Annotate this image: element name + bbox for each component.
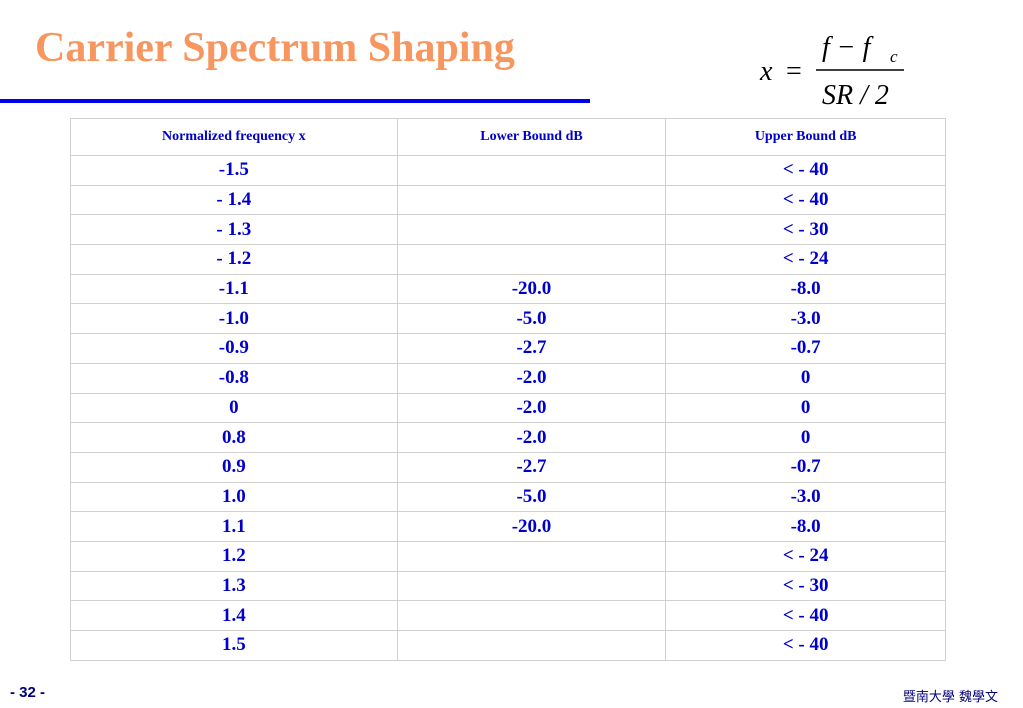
- table-cell: 1.0: [70, 481, 398, 513]
- table-cell: - 1.3: [70, 214, 398, 246]
- table-cell: -2.0: [396, 362, 667, 394]
- table-cell: -3.0: [665, 303, 946, 335]
- table-cell: [396, 540, 667, 572]
- table-cell: -20.0: [396, 511, 667, 542]
- table-cell: < - 40: [665, 630, 946, 661]
- formula-eq: =: [786, 56, 802, 87]
- author: 暨南大學 魏學文: [902, 690, 998, 705]
- table-cell: -0.8: [70, 362, 398, 394]
- table-cell: -20.0: [396, 273, 667, 305]
- table-cell: -2.7: [396, 333, 667, 364]
- table-row: -1.1 -20.0 -8.0: [70, 273, 946, 305]
- table-cell: 0.9: [70, 451, 398, 483]
- table-cell: [396, 155, 667, 186]
- column-header: Upper Bound dB: [665, 118, 946, 156]
- table-row: 1.3 < - 30: [70, 570, 946, 602]
- table-cell: 1.5: [70, 630, 398, 661]
- table-cell: [396, 600, 667, 631]
- table-row: 1.0 -5.0 -3.0: [70, 481, 946, 513]
- table-cell: 0.8: [70, 422, 398, 453]
- table-cell: [396, 184, 667, 216]
- table-cell: - 1.4: [70, 184, 398, 216]
- table-cell: [396, 570, 667, 602]
- table-cell: 1.4: [70, 600, 398, 631]
- table-row: -1.0 -5.0 -3.0: [70, 303, 946, 335]
- table-cell: < - 24: [665, 540, 946, 572]
- table-cell: -5.0: [396, 481, 667, 513]
- table-cell: -8.0: [665, 511, 946, 542]
- column-header: Normalized frequency x: [70, 118, 398, 156]
- table-row: 0 -2.0 0: [70, 392, 946, 424]
- table-cell: -3.0: [665, 481, 946, 513]
- table-cell: -0.7: [665, 333, 946, 364]
- column-header: Lower Bound dB: [396, 118, 667, 156]
- table-row: -0.9 -2.7 -0.7: [70, 333, 946, 364]
- table-cell: 0: [70, 392, 398, 424]
- table-row: 1.4 < - 40: [70, 600, 946, 631]
- bounds-table: Normalized frequency x Lower Bound dB Uppe…: [70, 118, 946, 661]
- table-cell: 0: [665, 422, 946, 453]
- table-cell: [396, 244, 667, 275]
- table-row: 0.8 -2.0 0: [70, 422, 946, 453]
- table-cell: < - 30: [665, 214, 946, 246]
- table-cell: 1.2: [70, 540, 398, 572]
- header-row: Normalized frequency x Lower Bound dB Uppe…: [70, 118, 946, 156]
- slide-title: Carrier Spectrum Shaping: [35, 25, 515, 71]
- table-cell: 0: [665, 362, 946, 394]
- title-rule: [0, 99, 590, 103]
- table-cell: [396, 214, 667, 246]
- formula-lhs: x: [759, 56, 773, 87]
- table-cell: -2.0: [396, 392, 667, 424]
- table-cell: -2.0: [396, 422, 667, 453]
- table-cell: -2.7: [396, 451, 667, 483]
- table-row: 1.5 < - 40: [70, 630, 946, 661]
- table-cell: < - 40: [665, 184, 946, 216]
- formula-numerator: f − f: [822, 32, 874, 63]
- table-row: - 1.2 < - 24: [70, 244, 946, 275]
- table-cell: < - 40: [665, 155, 946, 186]
- table-row: 1.1 -20.0 -8.0: [70, 511, 946, 542]
- formula-subscript: c: [890, 47, 898, 66]
- table-cell: < - 24: [665, 244, 946, 275]
- table-cell: < - 30: [665, 570, 946, 602]
- table-cell: -1.0: [70, 303, 398, 335]
- table-row: - 1.3 < - 30: [70, 214, 946, 246]
- table-cell: 0: [665, 392, 946, 424]
- table-cell: 1.1: [70, 511, 398, 542]
- table-row: -1.5 < - 40: [70, 155, 946, 186]
- table-row: - 1.4 < - 40: [70, 184, 946, 216]
- formula-denominator: SR / 2: [822, 80, 889, 111]
- table-cell: 1.3: [70, 570, 398, 602]
- table-row: -0.8 -2.0 0: [70, 362, 946, 394]
- table-cell: -8.0: [665, 273, 946, 305]
- table-row: 0.9 -2.7 -0.7: [70, 451, 946, 483]
- formula: x = f − f c SR / 2: [759, 32, 904, 111]
- page-number: - 32 -: [10, 684, 46, 701]
- table-cell: -1.5: [70, 155, 398, 186]
- table-cell: [396, 630, 667, 661]
- table-cell: -5.0: [396, 303, 667, 335]
- table-cell: - 1.2: [70, 244, 398, 275]
- table-body: -1.5 < - 40 - 1.4 < - 40 - 1.3 < - 30 - 1.2 < -…: [70, 155, 946, 661]
- table-cell: -1.1: [70, 273, 398, 305]
- table-cell: -0.7: [665, 451, 946, 483]
- table-row: 1.2 < - 24: [70, 540, 946, 572]
- table-cell: < - 40: [665, 600, 946, 631]
- table-cell: -0.9: [70, 333, 398, 364]
